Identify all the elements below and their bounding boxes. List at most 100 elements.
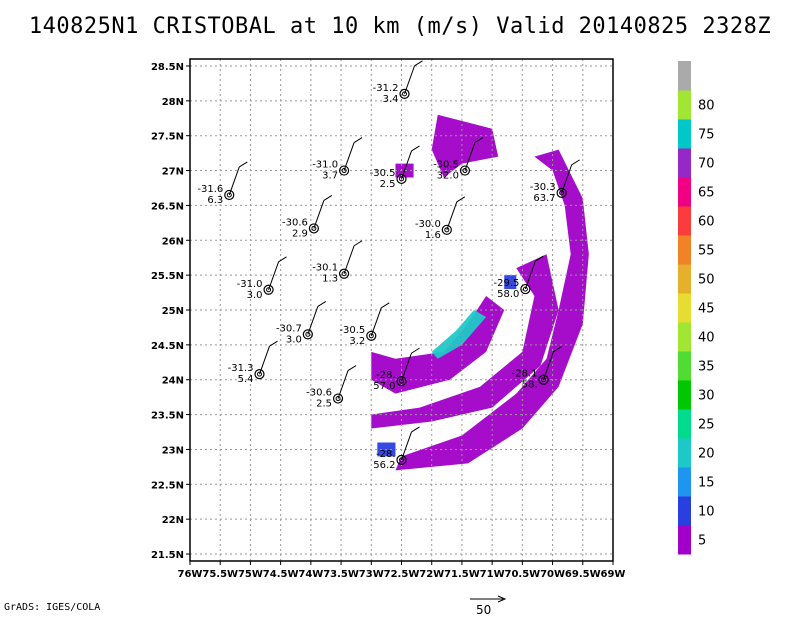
station-dot (399, 378, 404, 384)
colorbar-label: 50 (698, 273, 715, 288)
wind-barb-flag (571, 159, 580, 166)
y-tick-label: 22.5N (151, 480, 184, 491)
station-temp: -28.1 (512, 369, 538, 380)
wind-barb-flag (411, 145, 420, 152)
station-dot (341, 168, 347, 174)
station-temp: -31.6 (197, 184, 223, 195)
colorbar-swatch (678, 351, 691, 381)
grads-credit: GrADS: IGES/COLA (4, 602, 101, 613)
x-tick-label: 73.5W (323, 569, 359, 580)
station-ring (332, 393, 344, 404)
station-marker: -30.62.9 (282, 195, 333, 239)
x-tick-label: 71.5W (444, 569, 480, 580)
wind-barb-flag (414, 60, 423, 67)
colorbar-label: 70 (698, 157, 715, 172)
x-tick-label: 74W (298, 569, 323, 580)
x-tick-label: 71W (480, 569, 505, 580)
station-dot (368, 333, 374, 339)
wind-barb (343, 245, 355, 274)
station-wind: 3.7 (322, 171, 338, 182)
wind-barb (401, 352, 412, 382)
colorbar-swatch (678, 206, 691, 236)
y-tick-label: 27N (162, 167, 184, 178)
wind-barb (313, 200, 325, 229)
wind-barb-flag (269, 340, 278, 347)
wind-barb (337, 370, 349, 399)
station-ring (538, 374, 549, 385)
x-tick-label: 69W (601, 569, 626, 580)
station-temp: -30.6 (306, 388, 332, 399)
y-tick-label: 25N (162, 306, 184, 317)
station-wind: 1.6 (425, 230, 441, 241)
wind-barb (404, 65, 415, 95)
station-dot (541, 377, 547, 383)
colorbar-label: 55 (698, 244, 715, 259)
station-ring (556, 187, 567, 198)
station-ring (520, 283, 531, 295)
station-ring (399, 88, 410, 99)
colorbar-swatch (678, 438, 691, 468)
colorbar-swatch (678, 61, 691, 91)
station-wind: 3.0 (247, 290, 263, 301)
wind-barb-flag (381, 302, 390, 309)
station-dot (522, 286, 528, 292)
colorbar-swatch (678, 235, 691, 265)
station-wind: 1.3 (322, 274, 338, 285)
x-tick-label: 72W (419, 569, 444, 580)
colorbar-swatch (678, 525, 691, 555)
colorbar-label: 10 (698, 505, 715, 520)
station-temp: -31.3 (228, 363, 254, 374)
y-tick-label: 28N (162, 97, 184, 108)
station-dot (305, 331, 311, 337)
colorbar-swatch (678, 177, 691, 207)
station-temp: -31.0 (237, 279, 263, 290)
station-marker: -30.62.5 (306, 365, 357, 410)
reference-vector (470, 595, 507, 603)
wind-barb-flag (317, 300, 327, 307)
colorbar-label: 45 (698, 302, 715, 317)
station-temp: -30.5 (433, 160, 459, 171)
station-temp: -30.0 (415, 219, 441, 230)
station-marker: -30.363.7 (530, 159, 580, 204)
colorbar-label: 75 (698, 128, 715, 143)
station-dot (256, 371, 262, 377)
map-title: 140825N1 CRISTOBAL at 10 km (m/s) Valid … (28, 14, 772, 39)
wind-barb (401, 431, 412, 461)
station-marker: -30.53.2 (339, 302, 390, 347)
colorbar-swatch (678, 409, 691, 439)
station-wind: 5.4 (238, 374, 254, 385)
wind-barb (524, 260, 536, 290)
colorbar-swatch (678, 496, 691, 526)
station-temp: -30.5 (339, 325, 365, 336)
wind-barb (401, 150, 412, 180)
station-marker: -31.23.4 (373, 60, 423, 105)
station-marker: -28.56.2 (373, 426, 420, 471)
station-temp: -30.7 (276, 323, 302, 334)
station-marker: -31.03.0 (237, 256, 287, 301)
wind-barb-flag (411, 347, 420, 354)
colorbar-label: 25 (698, 418, 715, 433)
x-tick-label: 72.5W (384, 569, 420, 580)
station-ring (263, 284, 274, 295)
colorbar-label: 30 (698, 389, 715, 404)
x-tick-label: 76W (178, 569, 203, 580)
station-wind: 58. (522, 380, 538, 391)
colorbar-label: 40 (698, 331, 715, 346)
station-dot (335, 396, 341, 402)
y-tick-label: 23.5N (151, 411, 184, 422)
wind-barb-flag (239, 161, 248, 168)
station-wind: 32.0 (437, 171, 459, 182)
colorbar-swatch (678, 467, 691, 497)
station-temp: -30.1 (312, 263, 338, 274)
colorbar-label: 65 (698, 186, 715, 201)
wind-barb (370, 307, 382, 336)
station-wind: 2.5 (380, 179, 396, 190)
station-temp: -28. (376, 370, 396, 381)
rainband-north (431, 114, 499, 178)
rainband-middle (371, 254, 559, 429)
station-ring (338, 165, 350, 176)
wind-barb-flag (474, 137, 484, 143)
station-marker: -31.03.7 (312, 137, 363, 182)
station-wind: 57.0 (373, 381, 395, 392)
station-dot (399, 176, 404, 182)
